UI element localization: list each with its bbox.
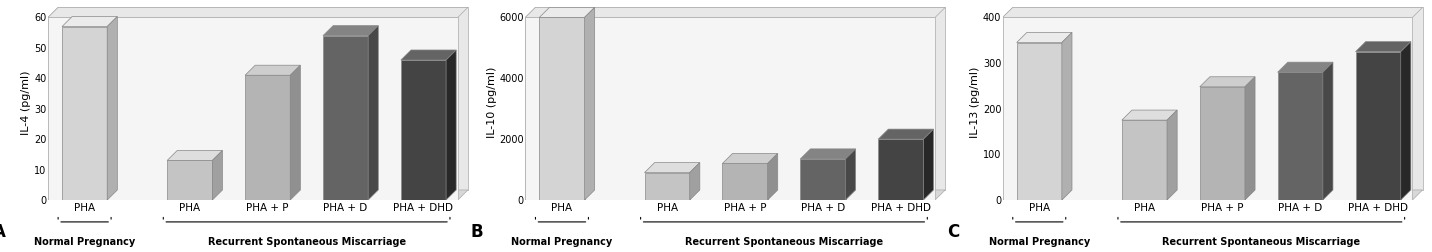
Polygon shape [845, 149, 856, 200]
Bar [722, 164, 768, 200]
Polygon shape [1244, 77, 1254, 200]
Text: A: A [0, 223, 6, 241]
Bar [800, 159, 845, 200]
Polygon shape [1167, 110, 1177, 200]
Polygon shape [1002, 190, 1422, 200]
Polygon shape [584, 7, 594, 200]
Polygon shape [107, 17, 117, 200]
Polygon shape [690, 163, 700, 200]
Polygon shape [49, 7, 468, 17]
Polygon shape [401, 50, 457, 60]
Bar [245, 75, 291, 200]
Polygon shape [526, 7, 536, 200]
Polygon shape [536, 7, 945, 190]
Polygon shape [540, 7, 594, 17]
Polygon shape [49, 7, 59, 200]
Bar [324, 36, 368, 200]
Polygon shape [368, 26, 378, 200]
Polygon shape [1063, 33, 1073, 200]
Y-axis label: IL-4 (pg/ml): IL-4 (pg/ml) [21, 71, 32, 135]
Bar [1356, 52, 1400, 200]
Polygon shape [1356, 42, 1411, 52]
Polygon shape [291, 65, 301, 200]
Bar [540, 17, 584, 200]
Polygon shape [62, 17, 117, 26]
Polygon shape [526, 7, 945, 17]
Polygon shape [644, 163, 700, 173]
Bar [168, 161, 212, 200]
Text: Normal Pregnancy: Normal Pregnancy [511, 237, 613, 246]
Text: Normal Pregnancy: Normal Pregnancy [988, 237, 1090, 246]
Bar [1017, 43, 1063, 200]
Polygon shape [1017, 33, 1073, 43]
Bar [644, 173, 690, 200]
Polygon shape [1400, 42, 1411, 200]
Text: B: B [470, 223, 483, 241]
Polygon shape [245, 65, 301, 75]
Polygon shape [768, 153, 778, 200]
Text: Normal Pregnancy: Normal Pregnancy [34, 237, 135, 246]
Polygon shape [722, 153, 778, 164]
Polygon shape [447, 50, 457, 200]
Text: C: C [948, 223, 959, 241]
Bar [401, 60, 447, 200]
Polygon shape [49, 190, 468, 200]
Bar [878, 139, 924, 200]
Polygon shape [59, 7, 468, 190]
Text: Recurrent Spontaneous Miscarriage: Recurrent Spontaneous Miscarriage [684, 237, 884, 246]
Polygon shape [168, 150, 222, 161]
Text: Recurrent Spontaneous Miscarriage: Recurrent Spontaneous Miscarriage [208, 237, 405, 246]
Polygon shape [1200, 77, 1254, 87]
Polygon shape [526, 190, 945, 200]
Polygon shape [1012, 7, 1422, 190]
Bar [62, 26, 107, 200]
Polygon shape [1323, 62, 1333, 200]
Y-axis label: IL-13 (pg/ml): IL-13 (pg/ml) [969, 67, 979, 138]
Polygon shape [1002, 7, 1422, 17]
Polygon shape [1277, 62, 1333, 72]
Polygon shape [924, 129, 934, 200]
Polygon shape [324, 26, 378, 36]
Polygon shape [878, 129, 934, 139]
Polygon shape [1121, 110, 1177, 120]
Bar [1200, 87, 1244, 200]
Text: Recurrent Spontaneous Miscarriage: Recurrent Spontaneous Miscarriage [1163, 237, 1360, 246]
Polygon shape [800, 149, 856, 159]
Bar [1277, 72, 1323, 200]
Bar [1121, 120, 1167, 200]
Y-axis label: IL-10 (pg/ml): IL-10 (pg/ml) [487, 67, 497, 138]
Polygon shape [212, 150, 222, 200]
Polygon shape [1002, 7, 1012, 200]
